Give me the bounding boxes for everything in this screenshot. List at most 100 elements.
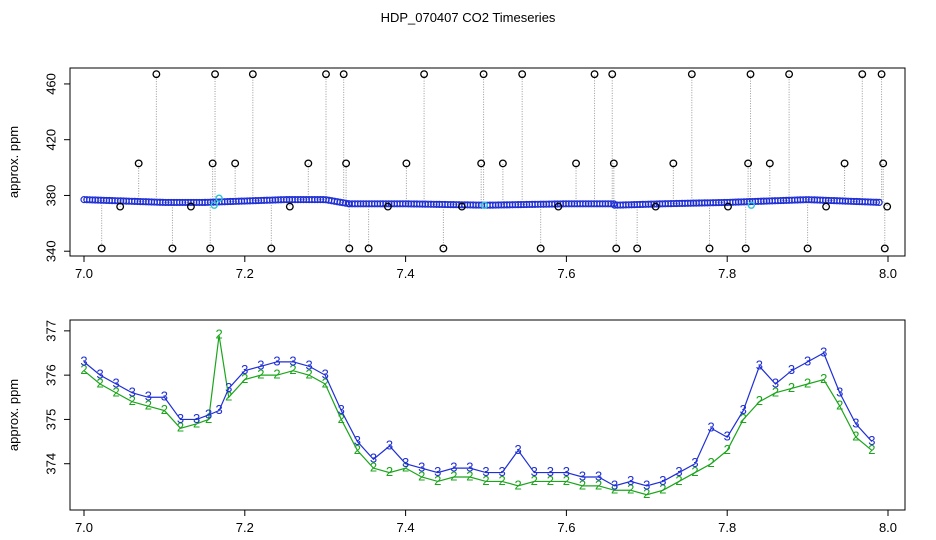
series-marker: 2 [595, 477, 602, 492]
series-marker: 2 [482, 473, 489, 488]
series-marker: 3 [418, 460, 425, 475]
series-marker: 2 [820, 371, 827, 386]
spike-point [168, 244, 177, 253]
series-marker: 3 [450, 460, 457, 475]
spike-point [402, 159, 411, 168]
series-marker: 2 [836, 398, 843, 413]
spike-point [231, 159, 240, 168]
series-marker: 2 [450, 468, 457, 483]
series-marker: 3 [772, 375, 779, 390]
series-marker: 2 [515, 477, 522, 492]
spike-point [741, 244, 750, 253]
series-marker: 3 [129, 384, 136, 399]
series-marker: 2 [80, 362, 87, 377]
spike-point [477, 159, 486, 168]
spike-point [785, 70, 794, 79]
series-marker: 2 [386, 464, 393, 479]
series-marker: 2 [563, 473, 570, 488]
series-marker: 2 [354, 442, 361, 457]
series-marker: 2 [418, 468, 425, 483]
series-marker: 2 [868, 442, 875, 457]
spike-point [724, 202, 732, 211]
series-marker: 2 [708, 455, 715, 470]
series-marker: 2 [643, 486, 650, 501]
spike-point [152, 70, 161, 79]
y-tick-label: 420 [43, 129, 58, 151]
spike-point [705, 244, 714, 253]
spike-point [206, 244, 215, 253]
series-marker: 3 [306, 358, 313, 373]
x-tick-label: 7.0 [75, 520, 93, 535]
series-marker: 3 [627, 473, 634, 488]
series-marker: 2 [675, 473, 682, 488]
series-marker: 2 [257, 367, 264, 382]
y-tick-label: 376 [43, 364, 58, 386]
series-marker: 2 [402, 460, 409, 475]
series-marker: 3 [177, 411, 184, 426]
cyan-point [210, 201, 218, 209]
series-marker: 3 [804, 353, 811, 368]
series-marker: 2 [466, 468, 473, 483]
spike-point [744, 159, 753, 168]
spike-point [457, 202, 466, 211]
spike-point [322, 70, 330, 79]
top-plot-marks [80, 70, 892, 253]
series-marker: 2 [145, 398, 152, 413]
series-marker: 2 [579, 477, 586, 492]
series-marker: 2 [161, 402, 168, 417]
top-y-axis-label: approx. ppm [6, 126, 21, 198]
spike-point [590, 70, 599, 79]
series-marker: 2 [193, 415, 200, 430]
spike-point [858, 70, 867, 79]
series-marker: 3 [547, 464, 554, 479]
series-marker: 2 [434, 473, 441, 488]
series-marker: 3 [193, 411, 200, 426]
spike-point [608, 70, 617, 79]
series-marker: 3 [595, 468, 602, 483]
top-y-axis: 340 380 420 460 [43, 73, 70, 262]
series-marker: 3 [338, 402, 345, 417]
x-tick-label: 7.2 [236, 520, 254, 535]
series-marker: 3 [386, 437, 393, 452]
spike-point [765, 159, 774, 168]
y-tick-label: 374 [43, 453, 58, 475]
spike-point [267, 244, 276, 253]
x-tick-label: 7.4 [397, 266, 415, 281]
x-tick-label: 7.8 [718, 520, 736, 535]
bottom-y-axis: 374 375 376 377 [43, 320, 70, 475]
cyan-point [747, 201, 756, 209]
series-marker: 2 [611, 482, 618, 497]
series-marker: 2 [724, 442, 731, 457]
spike-point [498, 159, 507, 168]
spike-point [304, 159, 313, 168]
top-plot-frame [69, 67, 906, 257]
top-x-axis: 7.0 7.2 7.4 7.6 7.8 8.0 [75, 256, 897, 281]
series-marker: 3 [820, 344, 827, 359]
series-marker: 3 [498, 464, 505, 479]
baseline-point [607, 200, 615, 208]
series-marker: 2 [113, 384, 120, 399]
series-marker: 3 [145, 389, 152, 404]
baseline-point [872, 198, 880, 206]
spike-point [420, 70, 429, 79]
x-tick-label: 7.2 [236, 266, 254, 281]
series-marker: 3 [466, 460, 473, 475]
series-marker: 2 [772, 384, 779, 399]
spike-point [554, 202, 563, 211]
series-marker: 2 [788, 380, 795, 395]
spike-point [883, 202, 892, 211]
series-marker: 3 [370, 451, 377, 466]
series-marker: 3 [402, 455, 409, 470]
y-tick-label: 375 [43, 409, 58, 431]
series-marker: 3 [215, 402, 222, 417]
series-marker: 3 [756, 358, 763, 373]
spike-point [840, 159, 849, 168]
series-marker: 2 [804, 375, 811, 390]
spike-point [383, 202, 392, 211]
series-marker: 3 [724, 429, 731, 444]
series-marker: 2 [370, 460, 377, 475]
x-tick-label: 7.6 [557, 520, 575, 535]
series-marker: 2 [531, 473, 538, 488]
series-marker: 2 [129, 393, 136, 408]
